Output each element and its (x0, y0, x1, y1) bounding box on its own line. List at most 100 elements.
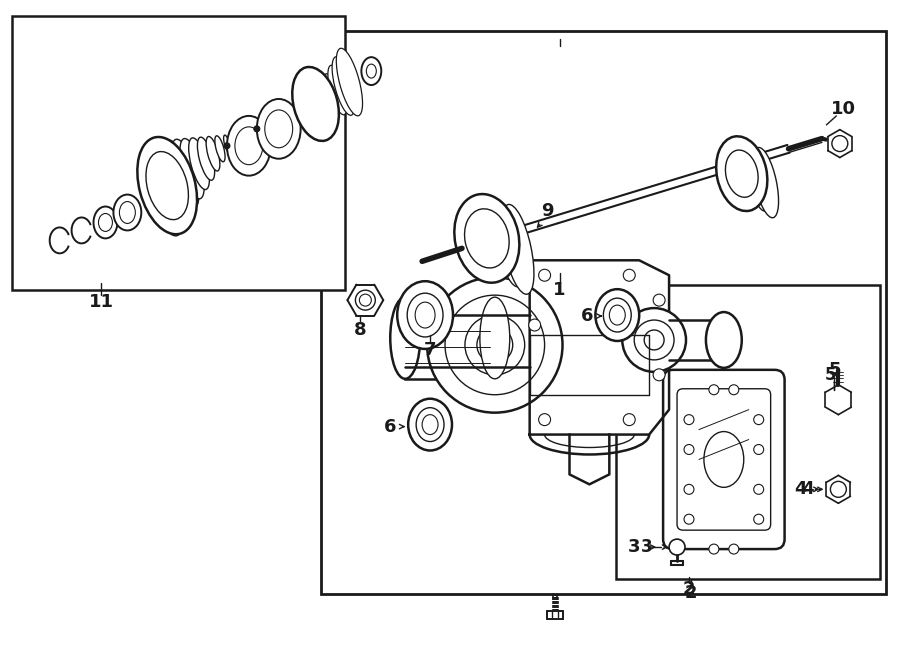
Ellipse shape (98, 214, 112, 231)
Ellipse shape (480, 297, 509, 379)
Circle shape (359, 294, 372, 306)
Ellipse shape (470, 212, 486, 257)
Ellipse shape (742, 151, 761, 204)
Circle shape (445, 295, 544, 395)
Ellipse shape (464, 209, 509, 268)
Ellipse shape (409, 399, 452, 451)
Ellipse shape (603, 298, 631, 332)
Text: 8: 8 (354, 321, 366, 339)
Ellipse shape (415, 302, 435, 328)
Ellipse shape (476, 210, 495, 264)
Ellipse shape (501, 204, 534, 294)
Bar (616, 285, 880, 579)
Circle shape (624, 269, 635, 281)
Circle shape (528, 319, 541, 331)
Ellipse shape (235, 127, 263, 165)
Circle shape (684, 414, 694, 424)
Ellipse shape (328, 65, 347, 115)
Ellipse shape (206, 136, 220, 171)
Ellipse shape (716, 136, 768, 211)
Ellipse shape (145, 141, 184, 236)
Text: 11: 11 (89, 293, 114, 311)
Text: 9: 9 (541, 202, 554, 219)
Text: 3: 3 (628, 538, 641, 556)
Ellipse shape (407, 293, 443, 337)
Circle shape (753, 485, 764, 494)
Ellipse shape (163, 140, 194, 217)
Text: 6: 6 (581, 307, 594, 325)
Ellipse shape (725, 150, 758, 197)
Ellipse shape (704, 432, 743, 487)
Circle shape (224, 143, 230, 149)
Ellipse shape (454, 194, 519, 283)
Ellipse shape (489, 208, 515, 280)
Ellipse shape (265, 110, 292, 148)
Circle shape (254, 126, 260, 132)
Circle shape (684, 485, 694, 494)
Ellipse shape (362, 57, 382, 85)
Ellipse shape (292, 67, 339, 141)
Ellipse shape (726, 156, 736, 184)
Circle shape (634, 320, 674, 360)
Circle shape (653, 294, 665, 306)
Circle shape (729, 385, 739, 395)
Ellipse shape (596, 289, 639, 341)
Text: 5: 5 (824, 366, 836, 384)
Ellipse shape (457, 215, 466, 242)
Ellipse shape (189, 138, 210, 190)
Ellipse shape (120, 202, 135, 223)
Circle shape (831, 481, 846, 497)
Circle shape (832, 136, 848, 151)
Circle shape (753, 514, 764, 524)
Text: 7: 7 (424, 341, 436, 359)
Ellipse shape (747, 149, 770, 211)
Ellipse shape (422, 414, 438, 434)
Circle shape (477, 327, 513, 363)
Ellipse shape (256, 99, 301, 159)
Ellipse shape (138, 137, 197, 234)
Ellipse shape (337, 48, 363, 116)
Ellipse shape (94, 206, 117, 239)
Circle shape (622, 308, 686, 372)
Ellipse shape (416, 408, 444, 442)
Circle shape (669, 539, 685, 555)
Ellipse shape (171, 139, 199, 208)
Text: 10: 10 (831, 100, 856, 118)
FancyBboxPatch shape (663, 370, 785, 549)
Ellipse shape (332, 57, 355, 115)
Ellipse shape (320, 82, 331, 114)
Text: 2: 2 (685, 584, 698, 602)
Ellipse shape (732, 155, 744, 191)
Circle shape (356, 290, 375, 310)
Text: 1: 1 (554, 281, 566, 299)
Circle shape (268, 143, 274, 149)
Ellipse shape (215, 136, 225, 162)
Ellipse shape (391, 297, 420, 379)
Ellipse shape (154, 141, 189, 227)
Bar (320, 31, 886, 594)
Circle shape (624, 414, 635, 426)
Circle shape (684, 444, 694, 455)
Ellipse shape (464, 214, 476, 250)
Ellipse shape (180, 139, 204, 199)
Ellipse shape (609, 305, 626, 325)
Circle shape (709, 385, 719, 395)
Ellipse shape (113, 194, 141, 231)
Text: 4: 4 (803, 481, 815, 498)
Circle shape (753, 414, 764, 424)
Ellipse shape (315, 91, 324, 113)
Ellipse shape (324, 74, 339, 114)
Circle shape (729, 544, 739, 554)
Circle shape (538, 269, 551, 281)
Ellipse shape (197, 137, 214, 180)
Ellipse shape (736, 153, 753, 198)
Ellipse shape (366, 64, 376, 78)
Ellipse shape (146, 151, 188, 219)
Text: 4: 4 (795, 481, 806, 498)
Ellipse shape (227, 116, 271, 176)
Ellipse shape (752, 147, 778, 217)
Polygon shape (530, 260, 669, 434)
Circle shape (753, 444, 764, 455)
Ellipse shape (223, 135, 230, 153)
Ellipse shape (721, 158, 727, 177)
